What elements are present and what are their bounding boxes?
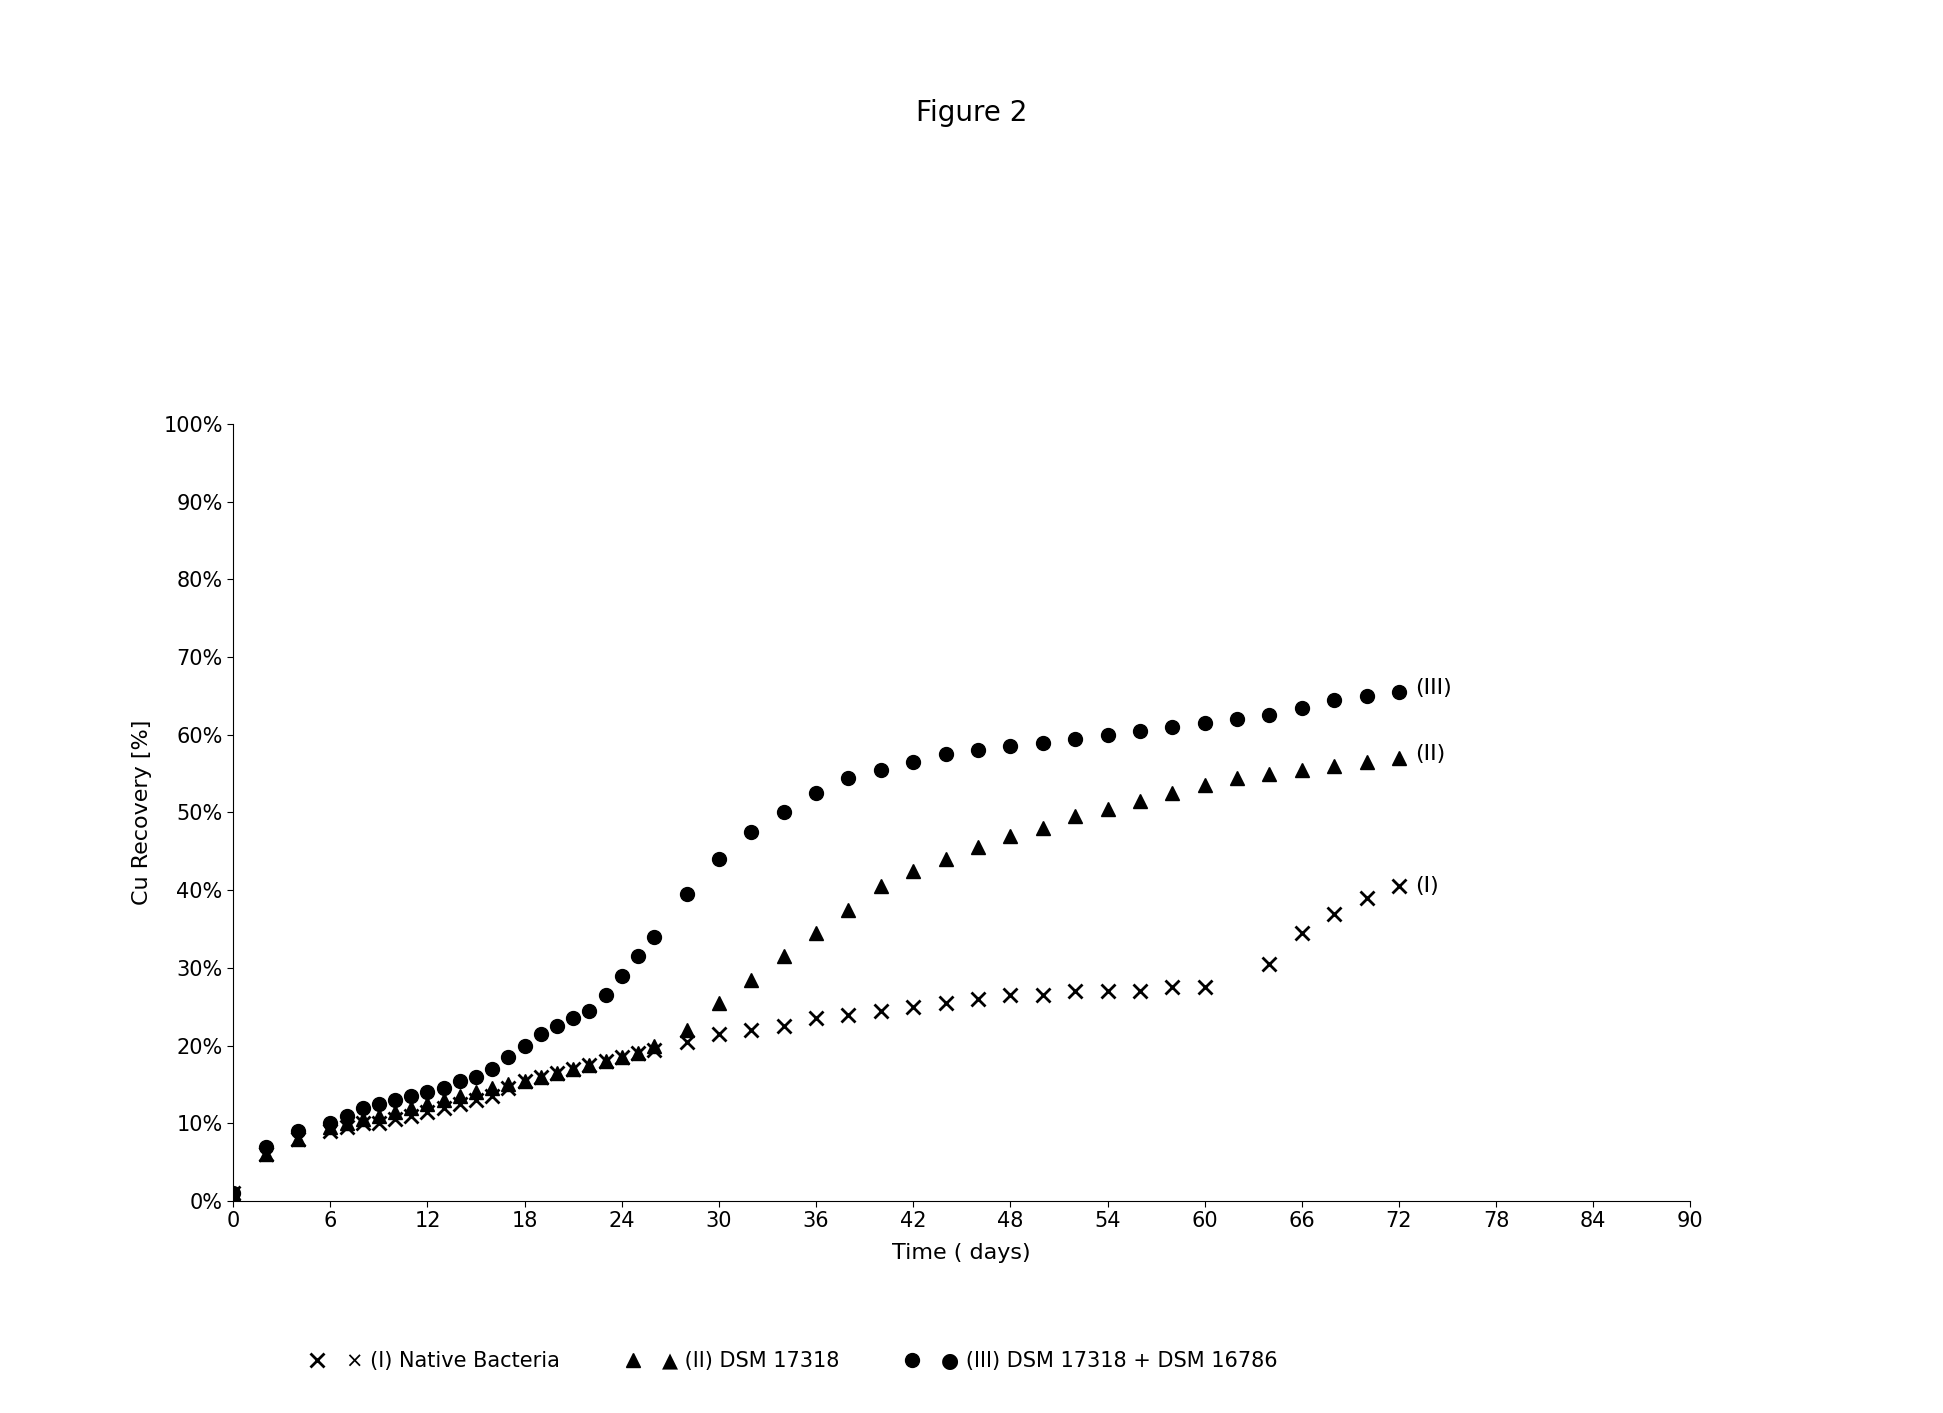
- Text: (II): (II): [1415, 745, 1446, 764]
- Text: Figure 2: Figure 2: [915, 99, 1028, 127]
- Y-axis label: Cu Recovery [%]: Cu Recovery [%]: [132, 719, 152, 906]
- X-axis label: Time ( days): Time ( days): [892, 1242, 1032, 1263]
- Legend: × (I) Native Bacteria, ▲ (II) DSM 17318, ● (III) DSM 17318 + DSM 16786: × (I) Native Bacteria, ▲ (II) DSM 17318,…: [295, 1351, 1278, 1372]
- Text: (III): (III): [1415, 678, 1451, 698]
- Text: (I): (I): [1415, 876, 1440, 896]
